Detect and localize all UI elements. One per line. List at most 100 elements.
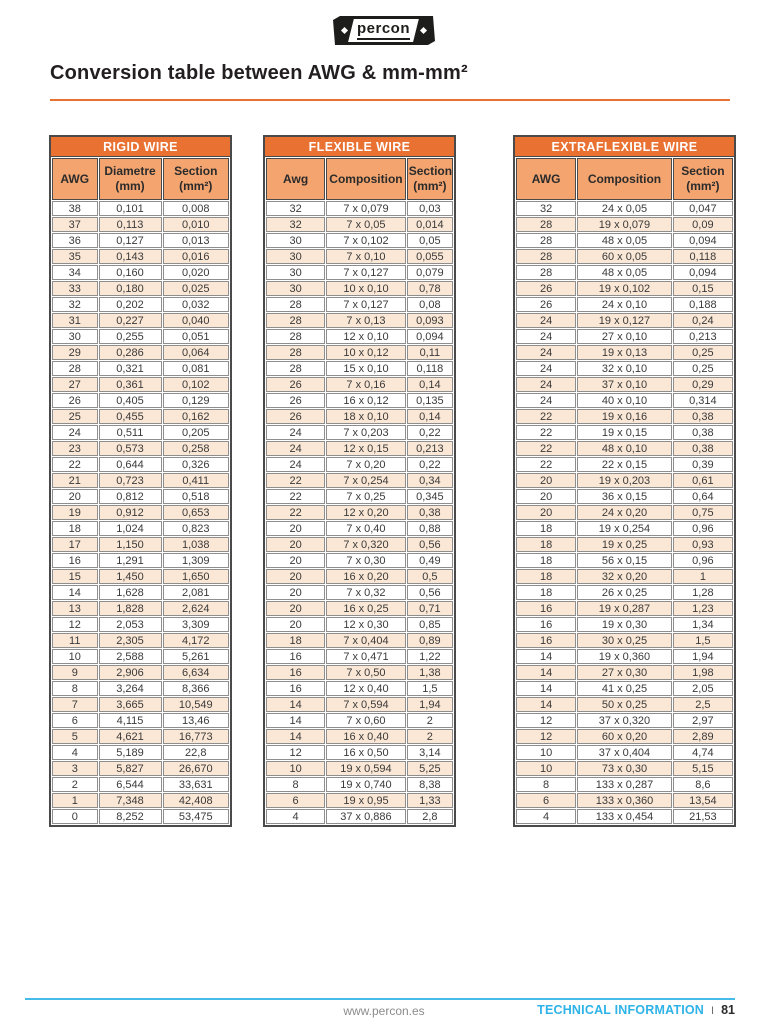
table-row: 24 37 x 0,10 0,29: [516, 377, 733, 392]
table-cell: 42,408: [162, 793, 229, 808]
table-cell: 18: [516, 521, 577, 536]
table-cell: 0,032: [162, 297, 229, 312]
table-cell: 7 x 0,102: [326, 233, 406, 248]
table-cell: 0,079: [406, 265, 453, 280]
table-cell: 0,56: [406, 537, 453, 552]
table-cell: 19 x 0,594: [326, 761, 406, 776]
table-cell: 12: [516, 713, 577, 728]
table-row: 31 0,227 0,040: [52, 313, 229, 328]
table-cell: 28: [266, 329, 326, 344]
table-cell: 20: [266, 601, 326, 616]
table-cell: 26: [266, 409, 326, 424]
table-cell: 5,261: [162, 649, 229, 664]
table-row: 24 7 x 0,20 0,22: [266, 457, 453, 472]
table-cell: 0,09: [672, 217, 733, 232]
table-cell: 0,118: [406, 361, 453, 376]
table-cell: 0,405: [98, 393, 162, 408]
table-cell: 4,74: [672, 745, 733, 760]
table-row: 35 0,143 0,016: [52, 249, 229, 264]
table-cell: 0,573: [98, 441, 162, 456]
footer-section-info: TECHNICAL INFORMATION I 81: [537, 1003, 735, 1017]
table-row: 26 24 x 0,10 0,188: [516, 297, 733, 312]
table-cell: 28: [516, 265, 577, 280]
table-row: 17 1,150 1,038: [52, 537, 229, 552]
table-cell: 0,314: [672, 393, 733, 408]
website-link[interactable]: www.percon.es: [343, 1004, 425, 1018]
table-cell: 2,89: [672, 729, 733, 744]
table-cell: 19 x 0,30: [577, 617, 672, 632]
table-cell: 0,025: [162, 281, 229, 296]
table-cell: 48 x 0,05: [577, 265, 672, 280]
table-cell: 21: [52, 473, 98, 488]
table-cell: 20: [266, 569, 326, 584]
table-cell: 5,15: [672, 761, 733, 776]
table-cell: 14: [516, 697, 577, 712]
table-row: 18 1,024 0,823: [52, 521, 229, 536]
table-row: 30 7 x 0,127 0,079: [266, 265, 453, 280]
page-title: Conversion table between AWG & mm-mm²: [50, 62, 468, 84]
table-row: 28 7 x 0,13 0,093: [266, 313, 453, 328]
table-cell: 0,96: [672, 521, 733, 536]
table-cell: 0,08: [406, 297, 453, 312]
table-row: 20 16 x 0,20 0,5: [266, 569, 453, 584]
table-row: 24 7 x 0,203 0,22: [266, 425, 453, 440]
table-cell: 6: [266, 793, 326, 808]
table-cell: 5: [52, 729, 98, 744]
table-row: 1 7,348 42,408: [52, 793, 229, 808]
table-cell: 0,202: [98, 297, 162, 312]
table-row: 26 7 x 0,16 0,14: [266, 377, 453, 392]
table-row: 25 0,455 0,162: [52, 409, 229, 424]
table-row: 26 18 x 0,10 0,14: [266, 409, 453, 424]
table-cell: 27 x 0,10: [577, 329, 672, 344]
table-row: 16 30 x 0,25 1,5: [516, 633, 733, 648]
table-cell: 10 x 0,12: [326, 345, 406, 360]
table-cell: 24 x 0,20: [577, 505, 672, 520]
table-cell: 0,321: [98, 361, 162, 376]
table-cell: 37 x 0,886: [326, 809, 406, 824]
table-cell: 26,670: [162, 761, 229, 776]
table-cell: 23: [52, 441, 98, 456]
table-cell: 0,89: [406, 633, 453, 648]
table-cell: 14: [516, 681, 577, 696]
table-cell: 133 x 0,454: [577, 809, 672, 824]
table-cell: 7 x 0,50: [326, 665, 406, 680]
table-cell: 41 x 0,25: [577, 681, 672, 696]
table-cell: 28: [266, 297, 326, 312]
table-cell: 10,549: [162, 697, 229, 712]
table-cell: 1,23: [672, 601, 733, 616]
table-row: 24 27 x 0,10 0,213: [516, 329, 733, 344]
table-cell: 10: [516, 761, 577, 776]
table-cell: 32: [516, 201, 577, 216]
table-cell: 24: [516, 393, 577, 408]
table-row: 26 16 x 0,12 0,135: [266, 393, 453, 408]
table-cell: 0,014: [406, 217, 453, 232]
table-cell: 16 x 0,40: [326, 729, 406, 744]
table-cell: 26: [266, 393, 326, 408]
logo-band: percon: [349, 19, 420, 42]
table-cell: 22: [516, 425, 577, 440]
table-cell: 1,38: [406, 665, 453, 680]
table-cell: 0,49: [406, 553, 453, 568]
table-row: 28 48 x 0,05 0,094: [516, 265, 733, 280]
table-row: 33 0,180 0,025: [52, 281, 229, 296]
table-row: 24 12 x 0,15 0,213: [266, 441, 453, 456]
table-cell: 0,22: [406, 425, 453, 440]
table-cell: 20: [266, 537, 326, 552]
table-cell: 0,75: [672, 505, 733, 520]
table-cell: 16: [52, 553, 98, 568]
table-cell: 37 x 0,320: [577, 713, 672, 728]
flexible-wire-table: FLEXIBLE WIRE Awg Composition Section (mm²)…: [263, 135, 456, 827]
table-row: 0 8,252 53,475: [52, 809, 229, 824]
table-cell: 0,160: [98, 265, 162, 280]
table-row: 18 19 x 0,25 0,93: [516, 537, 733, 552]
table-cell: 16,773: [162, 729, 229, 744]
table-cell: 18: [516, 569, 577, 584]
table-cell: 10 x 0,10: [326, 281, 406, 296]
table-cell: 0,78: [406, 281, 453, 296]
table-cell: 0,05: [406, 233, 453, 248]
table-cell: 0,094: [672, 233, 733, 248]
table-cell: 19 x 0,254: [577, 521, 672, 536]
table-row: 26 19 x 0,102 0,15: [516, 281, 733, 296]
table-cell: 0,88: [406, 521, 453, 536]
table-row: 10 37 x 0,404 4,74: [516, 745, 733, 760]
